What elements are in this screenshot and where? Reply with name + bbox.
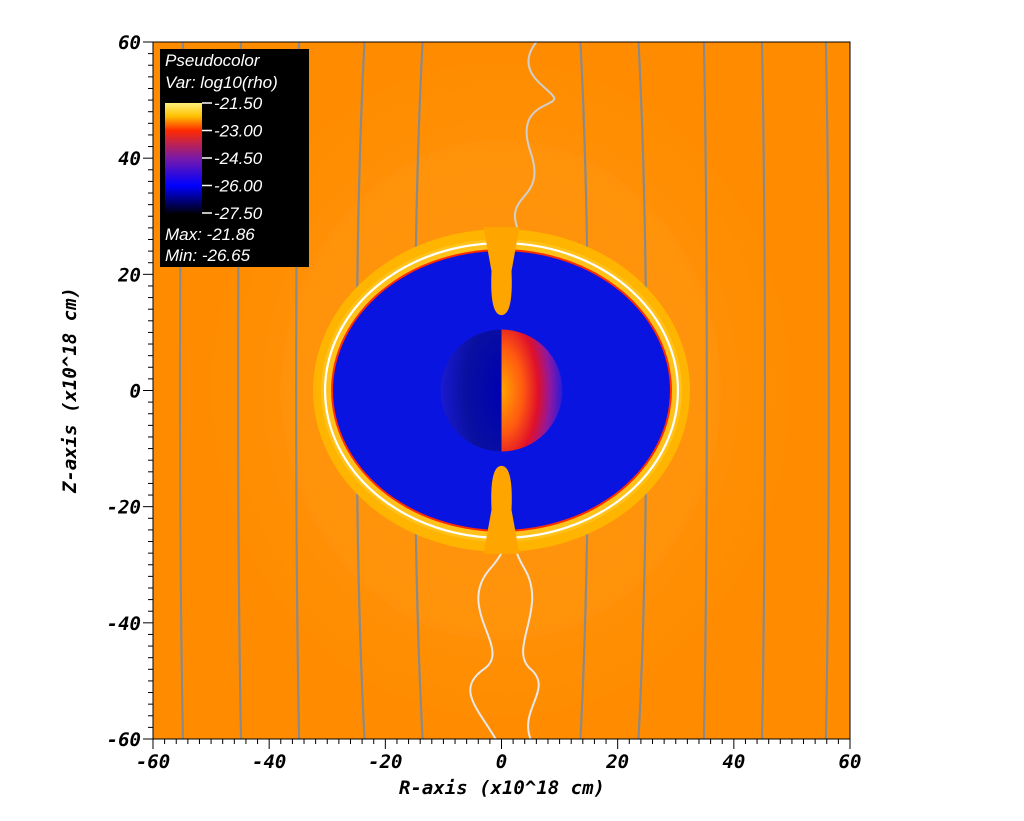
plot-area (153, 42, 850, 739)
y-tick-label: 20 (117, 264, 141, 286)
y-axis-title: Z-axis (x10^18 cm) (59, 287, 81, 494)
field-line (702, 42, 708, 739)
y-tick-label: 60 (118, 32, 141, 54)
y-tick-label: 0 (130, 381, 141, 403)
jet-contour-top (513, 42, 556, 233)
colorbar-labels: -21.50 -23.00 -24.50 -26.00 -27.50 (202, 94, 263, 223)
legend-variable: Var: log10(rho) (165, 73, 278, 92)
axes: -60 -40 -20 0 20 40 60 60 40 20 0 -20 -40 -60 (107, 32, 862, 773)
colorbar-label: -23.00 (214, 122, 263, 141)
legend-title: Pseudocolor (165, 51, 261, 70)
y-tick-label: 40 (118, 148, 141, 170)
colorbar-label: -21.50 (214, 94, 263, 113)
jet-stem-top (483, 227, 520, 316)
x-axis-title: R-axis (x10^18 cm) (399, 777, 605, 799)
x-tick-label: -60 (136, 751, 170, 773)
core-left-half (440, 329, 502, 452)
x-tick-label: 0 (496, 751, 507, 773)
y-tick-label: -60 (107, 729, 141, 751)
legend-max: Max: -21.86 (165, 225, 255, 244)
colorbar-label: -26.00 (214, 177, 263, 196)
x-tick-label: 60 (839, 751, 862, 773)
x-tick-label: 20 (605, 751, 629, 773)
legend: Pseudocolor Var: log10(rho) -21.50 -23.00… (160, 49, 309, 267)
colorbar (165, 103, 202, 213)
legend-min: Min: -26.65 (165, 246, 251, 265)
colorbar-label: -27.50 (214, 204, 263, 223)
field-line (760, 42, 766, 739)
colorbar-label: -24.50 (214, 149, 263, 168)
y-tick-label: -40 (107, 613, 141, 635)
x-tick-label: -40 (252, 751, 286, 773)
core-right-half (501, 329, 563, 452)
y-tick-label: -20 (107, 497, 141, 519)
jet-stem-bottom (483, 465, 520, 554)
x-tick-label: 40 (722, 751, 745, 773)
field-line (824, 42, 830, 739)
x-tick-label: -20 (368, 751, 402, 773)
cavity-bubble (313, 227, 690, 554)
